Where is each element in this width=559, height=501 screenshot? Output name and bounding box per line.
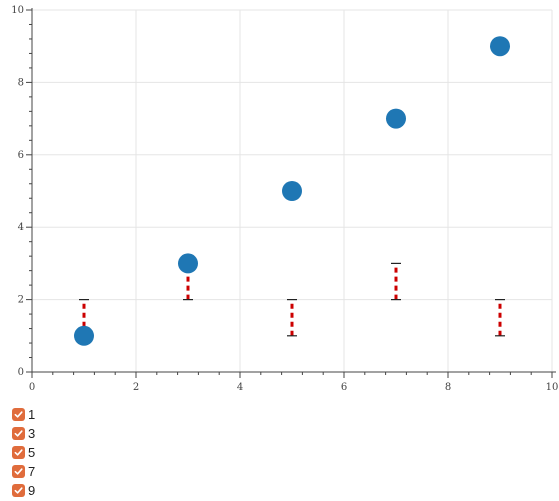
checkbox[interactable] [12, 427, 25, 440]
axes: 0 2 4 6 8 10 0 2 4 6 8 10 [11, 5, 558, 393]
checkmark-icon [14, 487, 23, 494]
checkbox-label: 7 [28, 464, 36, 479]
y-tick-label: 8 [18, 77, 24, 88]
checkbox-label: 9 [28, 483, 36, 498]
checkbox[interactable] [12, 484, 25, 497]
y-tick-label: 2 [18, 295, 24, 306]
checkbox[interactable] [12, 465, 25, 478]
checkbox-label: 3 [28, 426, 36, 441]
checkmark-icon [14, 411, 23, 418]
checkbox-item[interactable]: 3 [12, 424, 35, 443]
scatter-plot: 0 2 4 6 8 10 0 2 4 6 8 10 [11, 5, 558, 393]
x-tick-label: 6 [341, 382, 347, 393]
data-point [178, 253, 198, 274]
x-tick-label: 10 [546, 382, 559, 393]
checkmark-icon [14, 468, 23, 475]
checkbox-item[interactable]: 7 [12, 462, 35, 481]
checkbox-item[interactable]: 1 [12, 405, 35, 424]
checkbox-label: 1 [28, 407, 36, 422]
y-tick-label: 4 [18, 222, 24, 233]
y-tick-label: 6 [18, 150, 24, 161]
checkbox[interactable] [12, 408, 25, 421]
x-tick-label: 8 [445, 382, 451, 393]
data-point [386, 108, 406, 129]
y-tick-label: 10 [11, 5, 24, 16]
checkbox-item[interactable]: 5 [12, 443, 35, 462]
x-tick-label: 4 [237, 382, 243, 393]
data-point [490, 36, 510, 57]
checkbox-label: 5 [28, 445, 36, 460]
checkmark-icon [14, 430, 23, 437]
data-point [282, 181, 302, 201]
checkbox[interactable] [12, 446, 25, 459]
checkbox-group: 1 3 5 7 9 [12, 405, 35, 500]
x-tick-label: 0 [29, 382, 35, 393]
x-tick-label: 2 [133, 382, 139, 393]
data-points [74, 36, 510, 346]
y-tick-label: 0 [18, 367, 24, 378]
data-point [74, 325, 94, 346]
checkmark-icon [14, 449, 23, 456]
checkbox-item[interactable]: 9 [12, 481, 35, 500]
